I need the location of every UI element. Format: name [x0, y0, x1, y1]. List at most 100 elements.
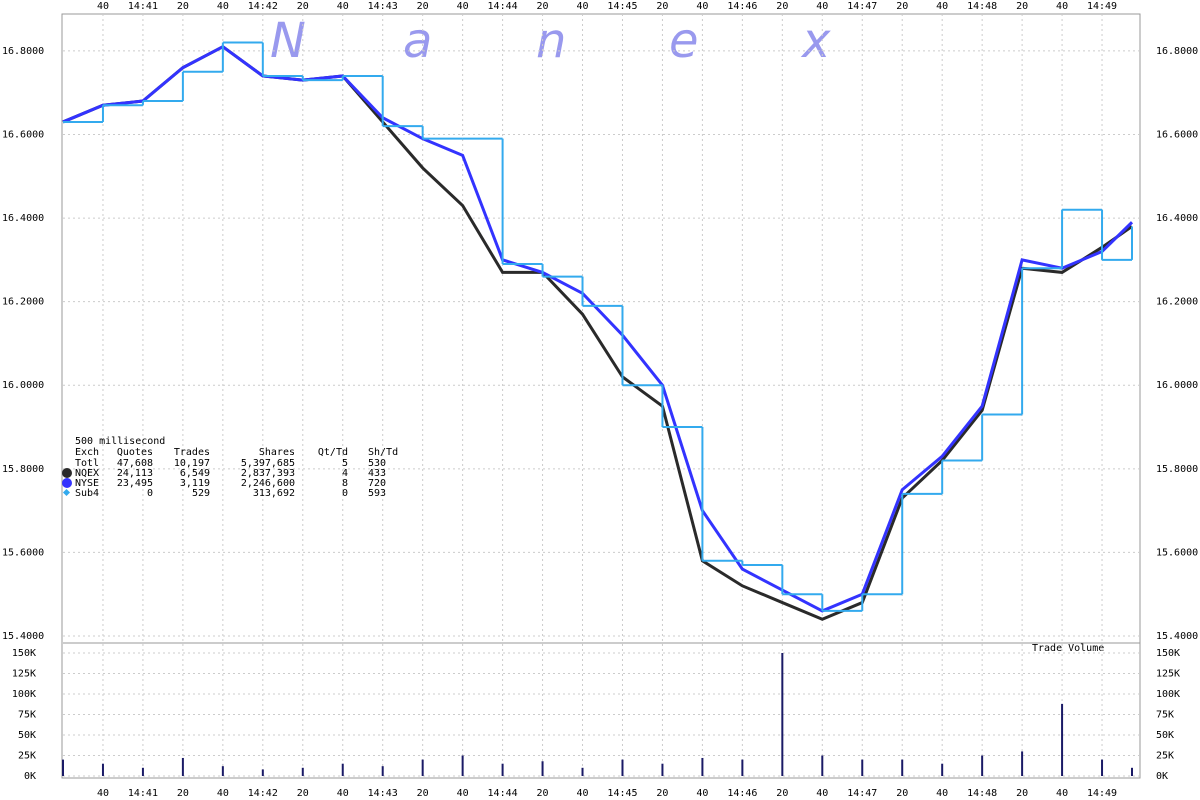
x-tick-label: 40 — [936, 1, 948, 12]
x-tick-label: 40 — [1056, 1, 1068, 12]
y-tick-label: 100K — [12, 689, 36, 700]
y-tick-label: 15.4000 — [2, 631, 44, 642]
y-tick-label: 25K — [1156, 751, 1174, 762]
watermark-letter: a — [403, 13, 432, 69]
x-tick-label: 14:49 — [1087, 1, 1117, 12]
x-tick-label: 14:48 — [967, 788, 997, 799]
x-tick-label: 40 — [936, 788, 948, 799]
y-tick-label: 15.8000 — [1156, 464, 1198, 475]
stats-cell: 5,397,685 — [241, 458, 295, 469]
y-tick-label: 16.6000 — [2, 129, 44, 140]
stats-title: 500 millisecond — [75, 436, 165, 447]
stats-cell: 593 — [368, 488, 386, 499]
stats-header: Qt/Td — [318, 447, 348, 458]
price-line — [62, 44, 1134, 613]
y-tick-label: 125K — [1156, 669, 1180, 680]
stats-cell: 530 — [368, 458, 386, 469]
stats-cell: NQEX — [75, 468, 99, 479]
x-tick-label: 40 — [816, 788, 828, 799]
x-tick-label: 20 — [896, 788, 908, 799]
x-tick-label: 14:42 — [248, 1, 278, 12]
x-tick-label: 14:47 — [847, 1, 877, 12]
x-tick-label: 20 — [776, 1, 788, 12]
y-tick-label: 16.8000 — [2, 46, 44, 57]
stats-cell: 47,608 — [117, 458, 153, 469]
watermark-letter: x — [800, 13, 831, 69]
y-tick-label: 150K — [1156, 648, 1180, 659]
stats-cell: 3,119 — [180, 478, 210, 489]
stats-header: Quotes — [117, 447, 153, 458]
y-tick-label: 16.6000 — [1156, 129, 1198, 140]
x-tick-label: 20 — [177, 1, 189, 12]
stats-cell: 2,246,600 — [241, 478, 295, 489]
x-tick-label: 14:45 — [607, 1, 637, 12]
stats-header: Shares — [259, 447, 295, 458]
y-tick-label: 150K — [12, 648, 36, 659]
x-tick-label: 20 — [896, 1, 908, 12]
x-tick-label: 14:44 — [488, 788, 518, 799]
y-tick-label: 16.4000 — [2, 213, 44, 224]
x-tick-label: 40 — [816, 1, 828, 12]
plot-frame — [61, 13, 1141, 779]
stats-header: Exch — [75, 447, 99, 458]
y-tick-label: 16.0000 — [1156, 380, 1198, 391]
x-tick-label: 40 — [337, 788, 349, 799]
x-tick-label: 40 — [696, 788, 708, 799]
x-tick-label: 14:43 — [368, 1, 398, 12]
watermark-letter: n — [536, 13, 566, 69]
x-tick-label: 40 — [457, 1, 469, 12]
x-tick-label: 20 — [656, 788, 668, 799]
x-tick-label: 20 — [1016, 788, 1028, 799]
x-tick-label: 40 — [217, 1, 229, 12]
x-tick-label: 20 — [417, 1, 429, 12]
stats-header: Sh/Td — [368, 447, 398, 458]
x-tick-label: 40 — [217, 788, 229, 799]
y-tick-label: 15.8000 — [2, 464, 44, 475]
y-tick-label: 15.6000 — [1156, 547, 1198, 558]
stats-cell: Sub4 — [75, 488, 99, 499]
x-tick-label: 14:47 — [847, 788, 877, 799]
stats-cell: 6,549 — [180, 468, 210, 479]
y-tick-label: 50K — [18, 730, 36, 741]
watermark-letter: e — [669, 13, 699, 69]
x-tick-label: 40 — [1056, 788, 1068, 799]
y-tick-label: 16.8000 — [1156, 46, 1198, 57]
y-tick-label: 16.2000 — [2, 297, 44, 308]
stats-cell: 5 — [342, 458, 348, 469]
x-tick-label: 14:41 — [128, 1, 158, 12]
x-tick-label: 20 — [1016, 1, 1028, 12]
legend-marker — [62, 468, 72, 478]
stats-cell: Totl — [75, 458, 99, 469]
stats-cell: 23,495 — [117, 478, 153, 489]
volume-title: Trade Volume — [1032, 643, 1104, 654]
x-tick-label: 14:42 — [248, 788, 278, 799]
stats-header: Trades — [174, 447, 210, 458]
x-tick-label: 40 — [97, 788, 109, 799]
watermark-letter: N — [270, 13, 306, 69]
y-tick-label: 0K — [24, 771, 36, 782]
x-tick-label: 20 — [297, 1, 309, 12]
y-tick-label: 25K — [18, 751, 36, 762]
x-tick-label: 14:43 — [368, 788, 398, 799]
x-tick-label: 20 — [297, 788, 309, 799]
x-tick-label: 20 — [656, 1, 668, 12]
x-tick-label: 14:49 — [1087, 788, 1117, 799]
y-tick-label: 0K — [1156, 771, 1168, 782]
legend-marker — [62, 478, 72, 488]
x-tick-label: 20 — [537, 788, 549, 799]
stats-cell: 313,692 — [253, 488, 295, 499]
y-tick-label: 16.2000 — [1156, 297, 1198, 308]
stats-cell: 2,837,393 — [241, 468, 295, 479]
x-tick-label: 14:46 — [727, 788, 757, 799]
x-tick-label: 20 — [776, 788, 788, 799]
y-tick-label: 75K — [18, 710, 36, 721]
x-tick-label: 20 — [537, 1, 549, 12]
y-tick-label: 15.4000 — [1156, 631, 1198, 642]
x-tick-label: 14:48 — [967, 1, 997, 12]
stats-cell: 433 — [368, 468, 386, 479]
x-tick-label: 14:44 — [488, 1, 518, 12]
stats-cell: NYSE — [75, 478, 99, 489]
y-tick-label: 16.0000 — [2, 380, 44, 391]
